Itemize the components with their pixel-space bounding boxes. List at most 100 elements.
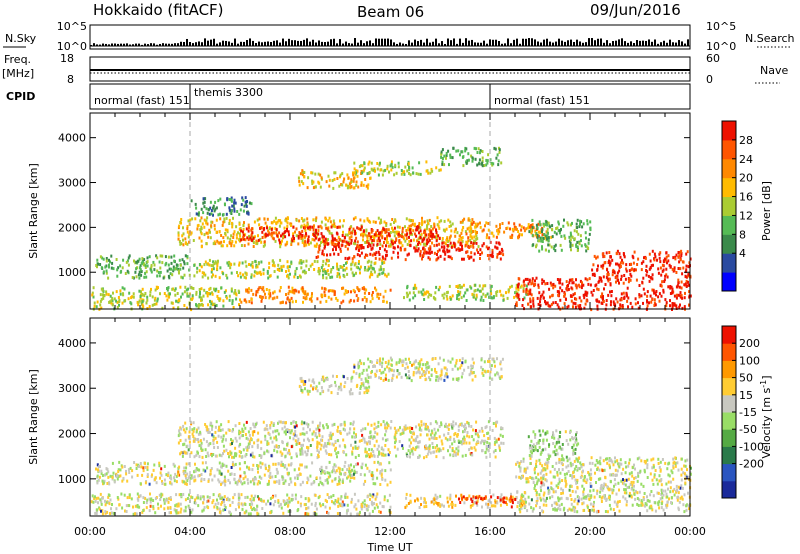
heatmap-cell: [263, 428, 266, 432]
heatmap-cell: [428, 238, 431, 242]
heatmap-cell: [470, 251, 473, 255]
heatmap-cell: [585, 291, 588, 295]
heatmap-cell: [223, 220, 226, 223]
heatmap-cell: [117, 468, 120, 472]
heatmap-cell: [483, 434, 486, 438]
heatmap-cell: [403, 296, 405, 300]
heatmap-cell: [576, 218, 579, 222]
heatmap-cell: [269, 274, 272, 278]
heatmap-cell: [443, 245, 446, 249]
heatmap-cell: [625, 269, 628, 273]
heatmap-cell: [408, 235, 410, 239]
heatmap-cell: [312, 218, 315, 222]
heatmap-cell: [609, 290, 611, 294]
heatmap-cell: [442, 241, 445, 245]
heatmap-cell: [339, 265, 342, 268]
heatmap-cell: [155, 302, 158, 306]
heatmap-cell: [374, 364, 376, 368]
heatmap-cell: [245, 436, 248, 440]
heatmap-cell: [363, 386, 366, 390]
heatmap-cell: [677, 278, 680, 282]
heatmap-cell: [567, 284, 569, 287]
nsky-bar: [270, 42, 272, 46]
heatmap-cell: [429, 433, 432, 437]
heatmap-cell: [406, 169, 409, 173]
heatmap-cell: [440, 370, 443, 374]
heatmap-cell: [404, 258, 407, 262]
heatmap-cell: [276, 275, 279, 279]
heatmap-cell: [615, 297, 618, 301]
heatmap-cell: [408, 224, 411, 228]
heatmap-cell: [317, 255, 320, 259]
heatmap-cell: [211, 427, 213, 431]
heatmap-cell: [397, 165, 400, 169]
heatmap-cell: [391, 377, 394, 381]
heatmap-cell: [370, 241, 373, 245]
heatmap-cell: [528, 278, 531, 282]
heatmap-cell: [186, 306, 189, 310]
heatmap-cell: [397, 428, 400, 432]
heatmap-cell: [492, 162, 495, 166]
heatmap-cell: [227, 420, 230, 424]
heatmap-cell: [99, 263, 102, 266]
heatmap-cell: [234, 201, 237, 205]
heatmap-cell: [451, 425, 454, 429]
heatmap-cell: [181, 451, 184, 455]
heatmap-cell: [214, 436, 217, 440]
heatmap-cell: [320, 378, 323, 382]
heatmap-cell: [126, 259, 129, 263]
heatmap-cell: [93, 304, 96, 308]
heatmap-cell: [154, 296, 157, 300]
heatmap-cell: [353, 242, 356, 246]
heatmap-cell: [326, 259, 329, 263]
heatmap-cell: [336, 272, 339, 275]
heatmap-cell: [283, 425, 286, 429]
heatmap-cell: [378, 272, 381, 276]
nsky-bar: [642, 40, 644, 46]
heatmap-cell: [353, 263, 356, 267]
heatmap-cell: [186, 292, 189, 296]
heatmap-cell: [256, 290, 259, 294]
heatmap-cell: [95, 467, 97, 471]
heatmap-cell: [209, 472, 212, 476]
heatmap-cell: [423, 220, 426, 224]
heatmap-cell: [462, 283, 465, 287]
heatmap-cell: [582, 283, 585, 287]
heatmap-cell: [478, 284, 481, 288]
heatmap-cell: [419, 226, 422, 230]
heatmap-cell: [443, 154, 446, 158]
heatmap-cell: [535, 276, 538, 280]
heatmap-cell: [307, 242, 310, 246]
heatmap-cell: [356, 447, 359, 450]
heatmap-cell: [235, 225, 238, 229]
heatmap-cell: [475, 241, 478, 245]
nsky-bar: [216, 43, 218, 46]
heatmap-cell: [473, 239, 476, 243]
heatmap-cell: [437, 447, 440, 451]
heatmap-cell: [459, 243, 462, 247]
heatmap-cell: [183, 273, 186, 277]
heatmap-cell: [447, 359, 450, 363]
heatmap-cell: [279, 219, 282, 223]
heatmap-cell: [682, 260, 685, 264]
heatmap-cell: [329, 474, 332, 478]
heatmap-cell: [319, 224, 322, 228]
heatmap-cell: [262, 289, 265, 293]
heatmap-cell: [418, 360, 421, 364]
heatmap-cell: [367, 265, 370, 269]
heatmap-cell: [327, 174, 330, 178]
heatmap-cell: [552, 247, 555, 251]
heatmap-cell: [295, 424, 298, 428]
heatmap-cell: [629, 272, 632, 276]
heatmap-cell: [362, 234, 365, 238]
heatmap-cell: [635, 278, 638, 282]
heatmap-cell: [303, 171, 306, 174]
heatmap-cell: [156, 256, 159, 260]
heatmap-cell: [567, 304, 570, 308]
heatmap-cell: [390, 358, 393, 362]
nsky-bar: [261, 42, 263, 46]
heatmap-cell: [135, 467, 138, 470]
colorbar-tick-label: 12: [739, 209, 753, 222]
heatmap-cell: [203, 200, 206, 204]
colorbar-swatch: [722, 215, 736, 235]
